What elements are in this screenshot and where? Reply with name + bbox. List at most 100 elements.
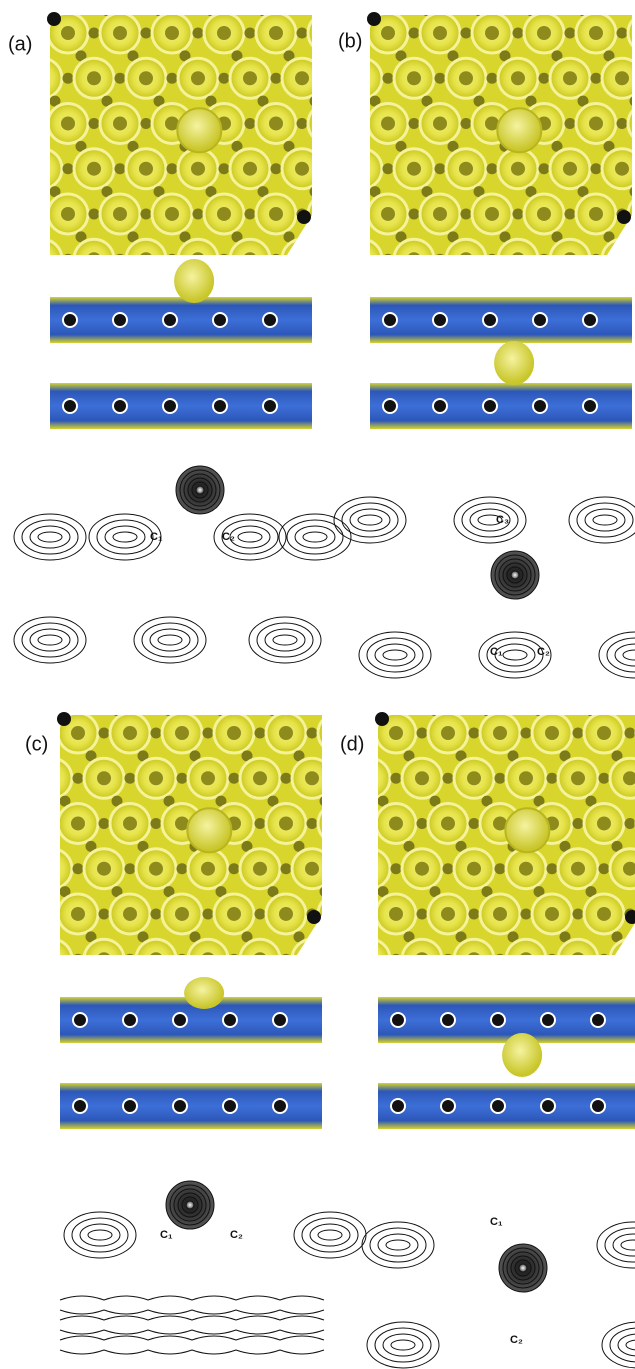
atom-site xyxy=(19,816,33,830)
atom-site xyxy=(519,771,533,785)
carbon xyxy=(461,208,472,219)
corner-atom xyxy=(617,210,631,224)
carbon xyxy=(630,5,635,16)
atom-site xyxy=(355,71,369,85)
ring xyxy=(308,194,348,234)
carbon xyxy=(333,773,344,784)
carbon xyxy=(430,705,441,716)
carbon xyxy=(268,705,279,716)
atom-site xyxy=(357,681,371,695)
atom-site xyxy=(269,26,283,40)
atom xyxy=(434,400,446,412)
carbon xyxy=(461,118,472,129)
carbon xyxy=(102,5,113,16)
contour xyxy=(30,526,70,548)
atom-site xyxy=(433,116,447,130)
atom xyxy=(584,314,596,326)
carbon xyxy=(336,322,347,333)
top-view xyxy=(324,668,635,1033)
contour-map xyxy=(60,1181,366,1354)
atom-site xyxy=(253,771,267,785)
contour xyxy=(613,1234,635,1256)
carbon xyxy=(526,277,537,288)
carbon xyxy=(320,796,331,807)
ring xyxy=(32,758,72,798)
atom xyxy=(124,1100,136,1112)
carbon xyxy=(154,5,165,16)
ring xyxy=(350,849,390,889)
atom xyxy=(174,1100,186,1112)
atom-site xyxy=(305,771,319,785)
contour xyxy=(249,617,321,663)
carbon xyxy=(125,954,136,965)
carbon xyxy=(297,118,308,129)
carbon xyxy=(99,908,110,919)
ring xyxy=(316,103,356,143)
contour xyxy=(150,629,190,651)
carbon xyxy=(474,277,485,288)
ring xyxy=(342,239,382,279)
carbon xyxy=(206,5,217,16)
carbon xyxy=(34,931,45,942)
atom-site xyxy=(123,726,137,740)
atom xyxy=(442,1100,454,1112)
atom-site xyxy=(407,71,421,85)
ring xyxy=(550,239,590,279)
atom-site xyxy=(415,862,429,876)
carbon xyxy=(115,73,126,84)
carbon xyxy=(573,728,584,739)
carbon xyxy=(37,28,48,39)
atom-site xyxy=(537,26,551,40)
carbon xyxy=(245,118,256,129)
atom-site xyxy=(61,116,75,130)
contour xyxy=(273,635,297,645)
carbon xyxy=(495,954,506,965)
carbon xyxy=(229,773,240,784)
carbon xyxy=(333,954,344,965)
ring xyxy=(350,668,390,708)
atom-site xyxy=(45,952,59,966)
carbon xyxy=(141,208,152,219)
ring xyxy=(0,284,36,324)
carbon xyxy=(229,682,240,693)
atom xyxy=(584,400,596,412)
atom xyxy=(264,400,276,412)
atom xyxy=(534,314,546,326)
contour xyxy=(113,532,137,542)
carbon xyxy=(495,863,506,874)
contour xyxy=(64,1212,136,1258)
ring xyxy=(230,239,270,279)
contour xyxy=(499,1244,547,1292)
atom-site xyxy=(175,726,189,740)
carbon xyxy=(385,954,396,965)
atom-site xyxy=(191,71,205,85)
atom xyxy=(542,1100,554,1112)
atom-label: C₂ xyxy=(510,1334,523,1346)
atom-site xyxy=(165,207,179,221)
atom-site xyxy=(35,71,49,85)
carbon xyxy=(617,118,628,129)
carbon xyxy=(435,73,446,84)
atom-site xyxy=(321,207,335,221)
carbon xyxy=(513,208,524,219)
carbon xyxy=(487,163,498,174)
ring xyxy=(446,0,486,8)
atom-site xyxy=(459,252,473,266)
ring xyxy=(318,984,358,1024)
carbon xyxy=(245,208,256,219)
atom-site xyxy=(347,162,361,176)
carbon xyxy=(320,886,331,897)
carbon xyxy=(323,73,334,84)
contour xyxy=(294,1212,366,1258)
carbon xyxy=(469,728,480,739)
carbon xyxy=(219,73,230,84)
carbon xyxy=(219,163,230,174)
atom xyxy=(392,1100,404,1112)
atom-site xyxy=(571,681,585,695)
carbon xyxy=(474,5,485,16)
atom-site xyxy=(321,297,335,311)
carbon xyxy=(125,863,136,874)
atom-label: C₁ xyxy=(490,646,503,658)
carbon xyxy=(617,28,628,39)
ring xyxy=(74,239,114,279)
